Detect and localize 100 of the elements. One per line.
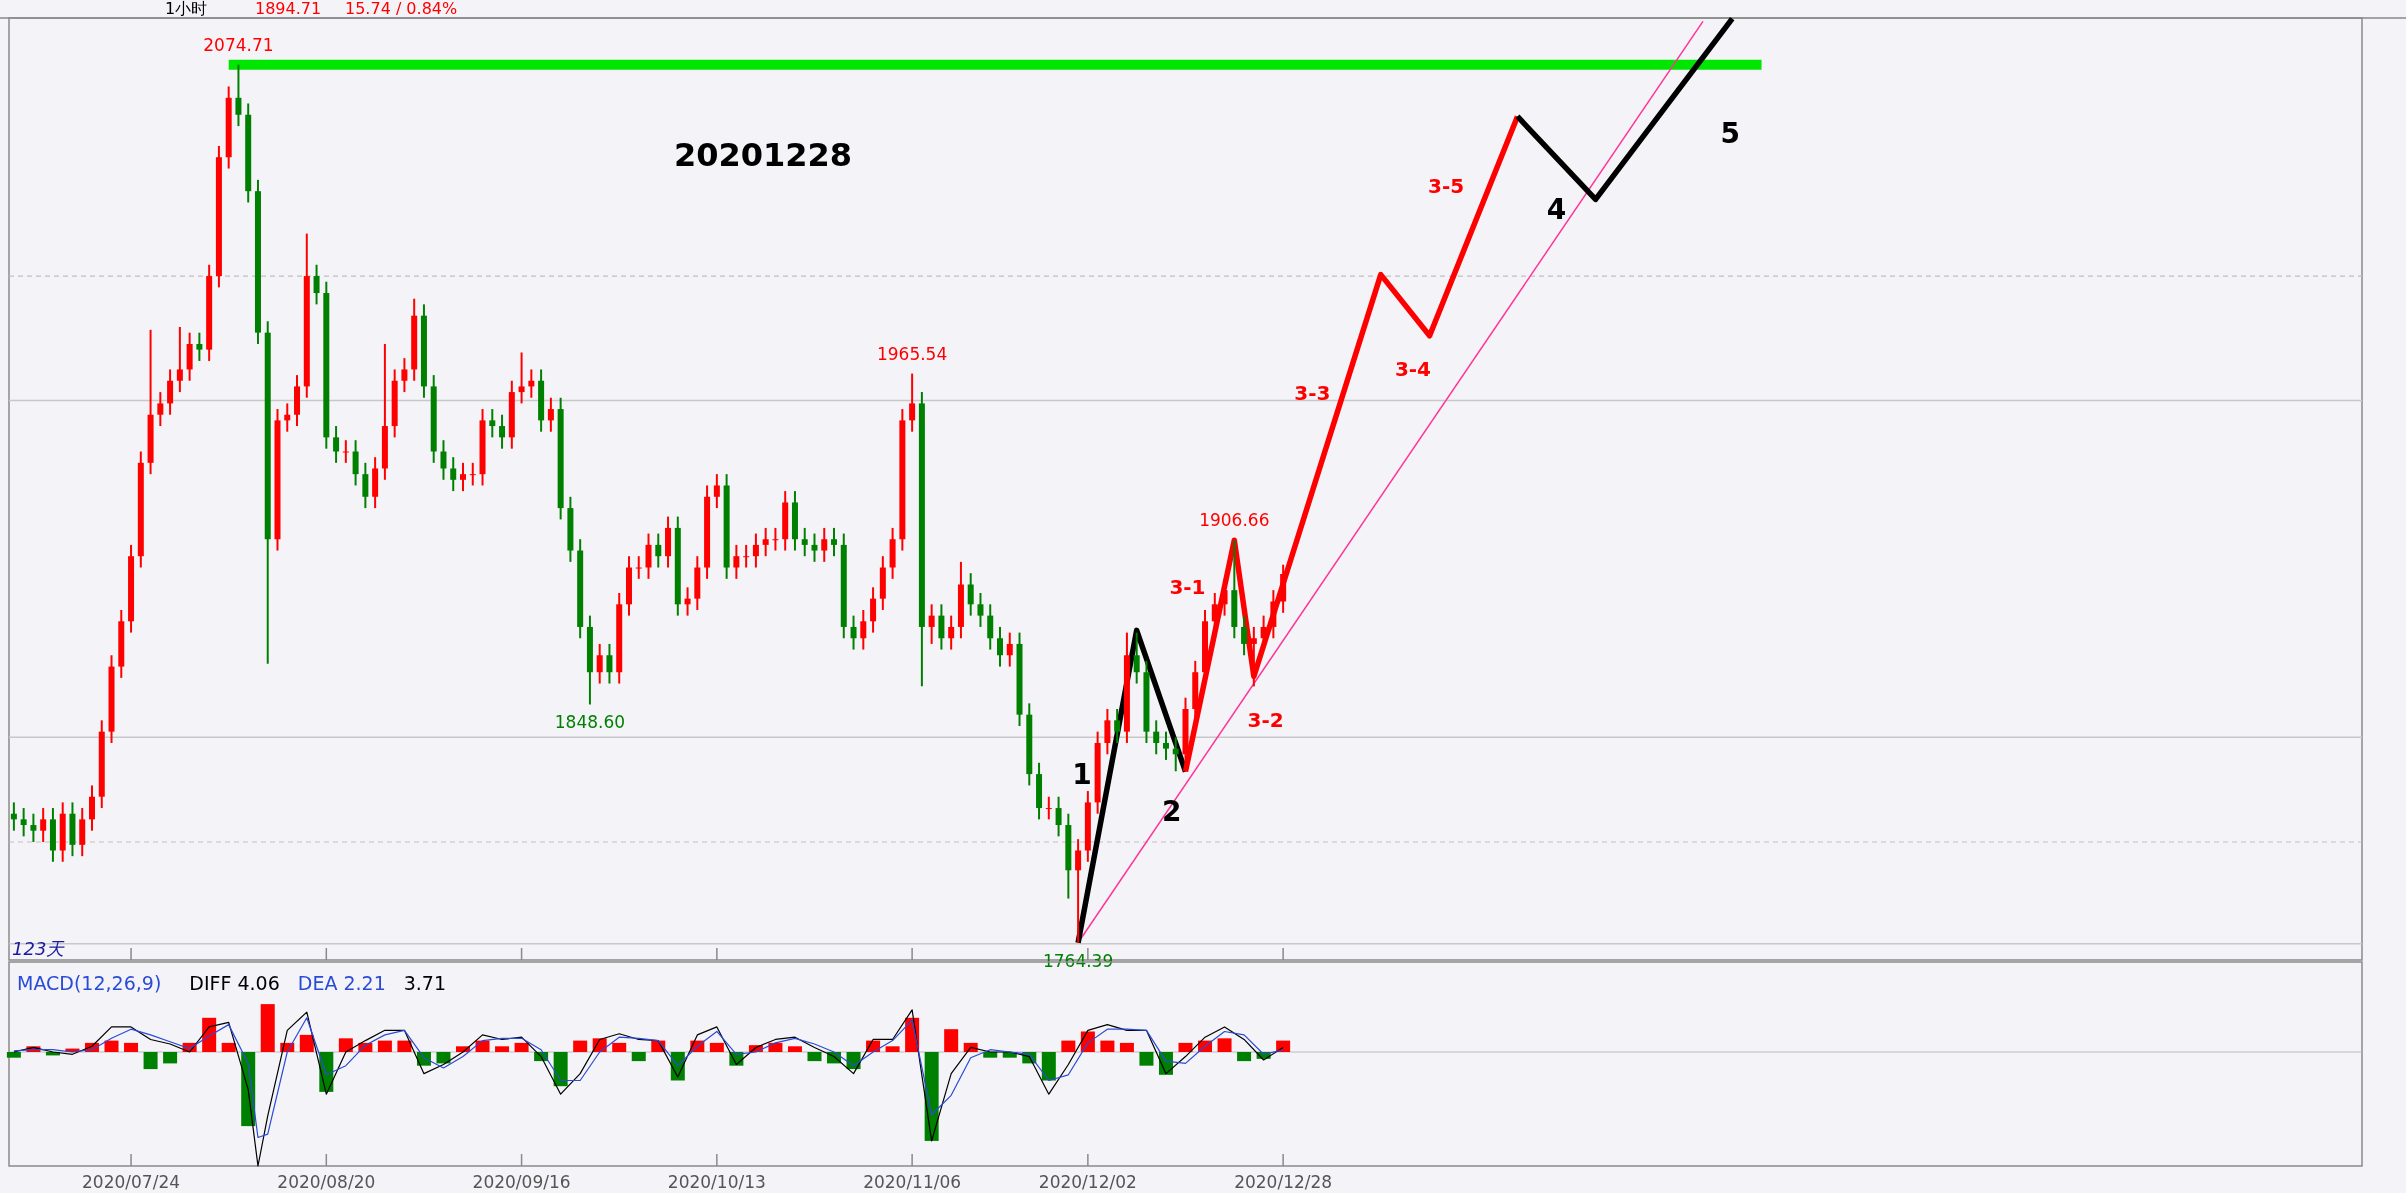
series-label: DIFF 4.06	[189, 972, 280, 994]
candlestick	[1006, 631, 1013, 668]
candlestick	[401, 357, 408, 394]
candlestick	[1055, 795, 1062, 838]
bar	[807, 1052, 822, 1062]
candlestick	[1075, 838, 1082, 944]
x-tick-label: 2020/12/28	[1234, 1172, 1333, 1192]
candlestick	[811, 532, 818, 563]
annotation: 1906.66	[1199, 510, 1270, 531]
series-label: DEA 2.21	[297, 972, 386, 994]
candlestick	[499, 413, 506, 450]
candlestick	[450, 456, 457, 493]
x-tick-label: 2020/08/20	[277, 1172, 376, 1192]
candlestick	[831, 526, 838, 558]
annotation: 1764.39	[1042, 950, 1114, 971]
candlestick	[88, 784, 95, 832]
x-tick-label: 2020/07/24	[82, 1172, 181, 1192]
annotation: 1848.60	[554, 712, 626, 733]
annotation: 1小时	[165, 0, 208, 18]
candlestick	[996, 625, 1003, 668]
candlestick	[909, 372, 916, 433]
bar	[338, 1038, 353, 1052]
candlestick	[469, 461, 476, 487]
candlestick	[157, 391, 164, 428]
annotation: 5	[1720, 117, 1741, 151]
bar	[202, 1017, 217, 1052]
bar	[6, 1052, 21, 1058]
candlestick	[40, 807, 47, 843]
candlestick	[606, 642, 613, 685]
annotation: 2	[1162, 794, 1182, 828]
candlestick	[333, 425, 340, 464]
candlestick	[928, 603, 935, 645]
bar	[612, 1042, 627, 1052]
x-tick-label: 2020/10/13	[667, 1172, 766, 1192]
candlestick	[1162, 730, 1169, 761]
annotation: 3-2	[1247, 708, 1284, 733]
bar	[143, 1052, 158, 1070]
bar	[1100, 1040, 1115, 1052]
candlestick	[362, 461, 369, 510]
candlestick	[1114, 708, 1121, 744]
bar	[1061, 1040, 1076, 1052]
annotation: 123天	[12, 938, 66, 959]
bar	[299, 1034, 314, 1052]
bar	[1139, 1052, 1154, 1066]
candlestick	[977, 591, 984, 628]
annotation: 1965.54	[876, 343, 948, 364]
text: 20201228	[673, 136, 853, 174]
bar	[553, 1052, 568, 1087]
candlestick	[713, 473, 720, 510]
candlestick	[489, 408, 496, 439]
candlestick	[635, 555, 642, 580]
bar	[631, 1052, 646, 1062]
bar	[163, 1052, 178, 1064]
annotation: 3-5	[1428, 174, 1465, 199]
annotation: 3-1	[1169, 575, 1206, 600]
bar	[573, 1040, 588, 1052]
candlestick	[1250, 625, 1257, 688]
bar	[260, 1004, 275, 1052]
candlestick	[30, 812, 37, 843]
bar	[475, 1040, 490, 1052]
candlestick	[342, 439, 349, 464]
candlestick	[938, 603, 945, 651]
text: 3.71	[403, 972, 447, 994]
candlestick	[743, 543, 750, 569]
candlestick	[801, 526, 808, 558]
annotation: 1	[1072, 758, 1092, 792]
candlestick	[1153, 719, 1160, 756]
bar	[397, 1040, 412, 1052]
bar	[1041, 1052, 1056, 1081]
candlestick	[655, 532, 662, 569]
bar	[885, 1046, 900, 1052]
bar	[944, 1029, 959, 1052]
candlestick	[596, 642, 603, 685]
annotation: 15.74 / 0.84%	[345, 0, 458, 18]
bar	[377, 1040, 392, 1052]
candlestick	[645, 532, 652, 580]
candlestick	[821, 526, 828, 563]
bar	[124, 1042, 139, 1052]
bar	[768, 1042, 783, 1052]
candlestick	[1104, 708, 1111, 756]
candlestick	[733, 543, 740, 580]
annotation: 1894.71	[255, 0, 322, 18]
annotation: 2074.71	[203, 34, 274, 55]
annotation: 3-4	[1394, 357, 1432, 382]
candlestick	[547, 396, 554, 433]
candlestick	[987, 603, 994, 651]
bar	[1237, 1052, 1252, 1062]
x-tick-label: 2020/11/06	[863, 1172, 962, 1192]
x-tick-label: 2020/12/02	[1038, 1172, 1137, 1192]
candlestick	[1045, 795, 1052, 821]
candlestick	[176, 326, 183, 394]
bar	[1217, 1038, 1232, 1052]
candlestick	[460, 461, 466, 493]
chart-title: MACD(12,26,9)	[17, 972, 162, 994]
candlestick	[1133, 631, 1140, 685]
bar	[514, 1042, 529, 1052]
annotation: 4	[1546, 192, 1567, 226]
candlestick	[870, 586, 877, 634]
candlestick	[948, 614, 955, 651]
candlestick	[313, 263, 320, 306]
